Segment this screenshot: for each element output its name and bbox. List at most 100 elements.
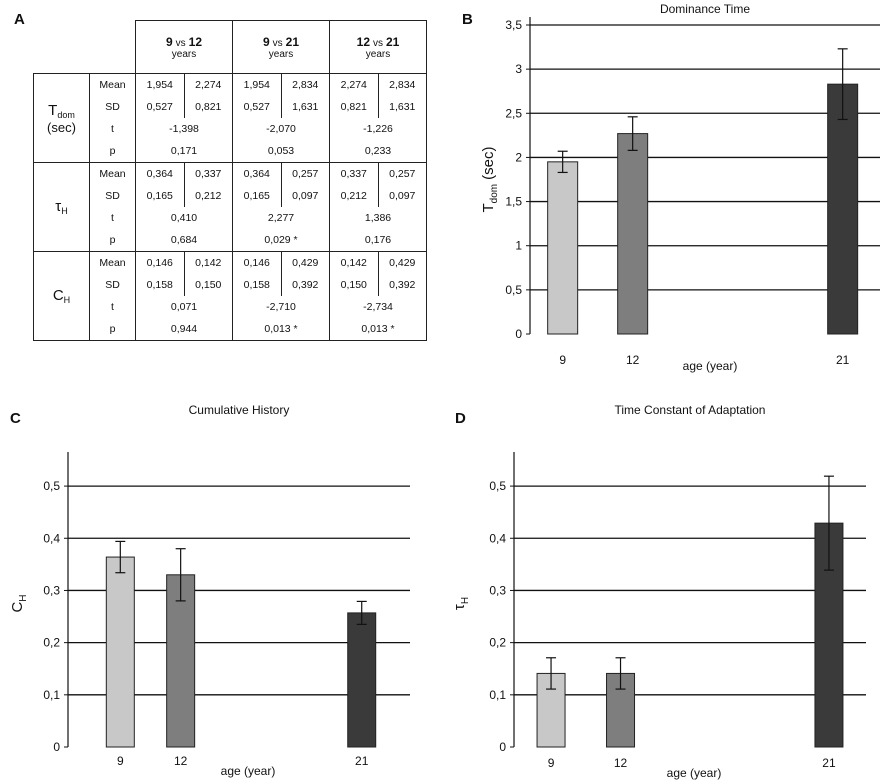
p-value: 0,029 *	[264, 234, 298, 246]
y-tick-label: 0,5	[505, 283, 522, 297]
row-label: Mean	[99, 79, 126, 91]
t-value: 0,071	[170, 301, 198, 313]
t-value: 0,410	[170, 212, 198, 224]
y-tick-label: 0,3	[489, 583, 506, 597]
column-header: 9 vs 21 years	[232, 20, 330, 74]
sd-value: 0,150	[195, 279, 222, 291]
time-constant-chart: Time Constant of Adaptation 0 0,1 0,2 0,3 0,4…	[451, 403, 866, 780]
comparison-cell: 0,146 0,429 0,158 0,392 -2,710 0,013 *	[232, 251, 330, 341]
y-tick-label: 0,2	[43, 636, 60, 650]
y-tick-label: 0	[53, 740, 60, 754]
t-value: -2,710	[266, 301, 296, 313]
sd-value: 0,158	[233, 274, 282, 296]
sd-value: 0,392	[389, 279, 416, 291]
y-axis-label-sub: dom	[489, 184, 500, 203]
sd-value: 0,212	[330, 185, 379, 207]
mean-value: 0,142	[195, 257, 222, 269]
sd-value: 0,527	[233, 96, 282, 118]
y-tick-label: 0,1	[489, 688, 506, 702]
x-tick-label: 21	[355, 754, 369, 768]
comparison-cell: 1,954 2,834 0,527 1,631 -2,070 0,053	[232, 73, 330, 163]
mean-value: 0,337	[195, 168, 222, 180]
row-labels: Mean SD t p	[89, 73, 136, 163]
x-tick-label: 12	[626, 353, 640, 367]
mean-value: 0,337	[330, 163, 379, 185]
panel-label-d: D	[455, 410, 466, 427]
stats-table: 9 vs 12 years 9 vs 21 years 12 vs 21 years Tdo…	[33, 20, 427, 341]
row-label: SD	[105, 101, 120, 113]
y-tick-label: 2,5	[505, 106, 522, 120]
sd-value: 0,097	[389, 190, 416, 202]
y-axis-label-sub: H	[460, 597, 471, 604]
x-tick-label: 9	[559, 353, 566, 367]
row-label: p	[109, 323, 116, 335]
y-tick-label: 0,2	[489, 636, 506, 650]
p-value: 0,944	[170, 323, 198, 335]
sd-value: 0,821	[195, 101, 222, 113]
mean-value: 2,834	[389, 79, 416, 91]
row-label: p	[109, 234, 116, 246]
comparison-cell: 0,337 0,257 0,212 0,097 1,386 0,176	[329, 162, 427, 252]
t-value: -1,226	[363, 123, 393, 135]
mean-value: 2,274	[195, 79, 222, 91]
y-axis-label-unit: (sec)	[480, 147, 497, 180]
mean-value: 0,257	[292, 168, 319, 180]
y-tick-label: 3,5	[505, 18, 522, 32]
mean-value: 0,146	[136, 252, 185, 274]
x-tick-label: 21	[836, 353, 850, 367]
y-tick-label: 1	[515, 239, 522, 253]
bar	[827, 83, 859, 335]
error-bar	[823, 475, 834, 571]
mean-value: 0,257	[389, 168, 416, 180]
sd-value: 0,821	[330, 96, 379, 118]
mean-value: 1,954	[136, 74, 185, 96]
panel-label-b: B	[462, 11, 473, 28]
mean-value: 2,834	[292, 79, 319, 91]
row-label: t	[111, 212, 114, 224]
chart-title: Cumulative History	[189, 403, 290, 417]
mean-value: 2,274	[330, 74, 379, 96]
t-value: -1,398	[169, 123, 199, 135]
sd-value: 0,165	[233, 185, 282, 207]
x-tick-label: 21	[822, 756, 836, 770]
mean-value: 0,429	[292, 257, 319, 269]
sd-value: 0,150	[330, 274, 379, 296]
y-tick-label: 0	[515, 327, 522, 341]
sd-value: 0,212	[195, 190, 222, 202]
t-value: -2,734	[363, 301, 393, 313]
y-tick-label: 1,5	[505, 195, 522, 209]
y-axis-label: CH	[9, 594, 29, 612]
t-value: 2,277	[267, 212, 295, 224]
x-tick-label: 9	[117, 754, 124, 768]
x-tick-label: 12	[174, 754, 188, 768]
comparison-cell: 0,146 0,142 0,158 0,150 0,071 0,944	[135, 251, 233, 341]
y-tick-label: 0,4	[43, 531, 60, 545]
row-label: Mean	[99, 168, 126, 180]
panel-label-a: A	[14, 11, 25, 28]
error-bar	[627, 116, 638, 151]
x-axis-label: age (year)	[221, 764, 276, 778]
mean-value: 0,429	[389, 257, 416, 269]
row-label: p	[109, 145, 116, 157]
column-header: 9 vs 12 years	[135, 20, 233, 74]
y-axis-label-main: τ	[451, 604, 468, 610]
error-bar	[175, 548, 186, 602]
dominance-time-chart: Dominance Time 0 0,5 1 1,5 2 2,5 3 3,5 9 12 21 age (…	[480, 2, 880, 373]
y-tick-label: 0,5	[43, 479, 60, 493]
y-tick-label: 3	[515, 62, 522, 76]
sd-value: 0,392	[292, 279, 319, 291]
bar	[105, 556, 135, 748]
x-tick-label: 12	[614, 756, 628, 770]
y-axis-label: Tdom (sec)	[480, 147, 500, 213]
x-tick-label: 9	[548, 756, 555, 770]
y-tick-label: 0,5	[489, 479, 506, 493]
y-axis-label: τH	[451, 597, 471, 610]
error-bar	[557, 150, 568, 174]
metric-label: τH	[33, 162, 90, 252]
error-bar	[837, 48, 848, 121]
bar	[617, 133, 649, 335]
comparison-cell: 0,364 0,337 0,165 0,212 0,410 0,684	[135, 162, 233, 252]
sd-value: 0,527	[136, 96, 185, 118]
y-axis-label-sub: H	[18, 594, 29, 601]
bar	[347, 612, 377, 748]
